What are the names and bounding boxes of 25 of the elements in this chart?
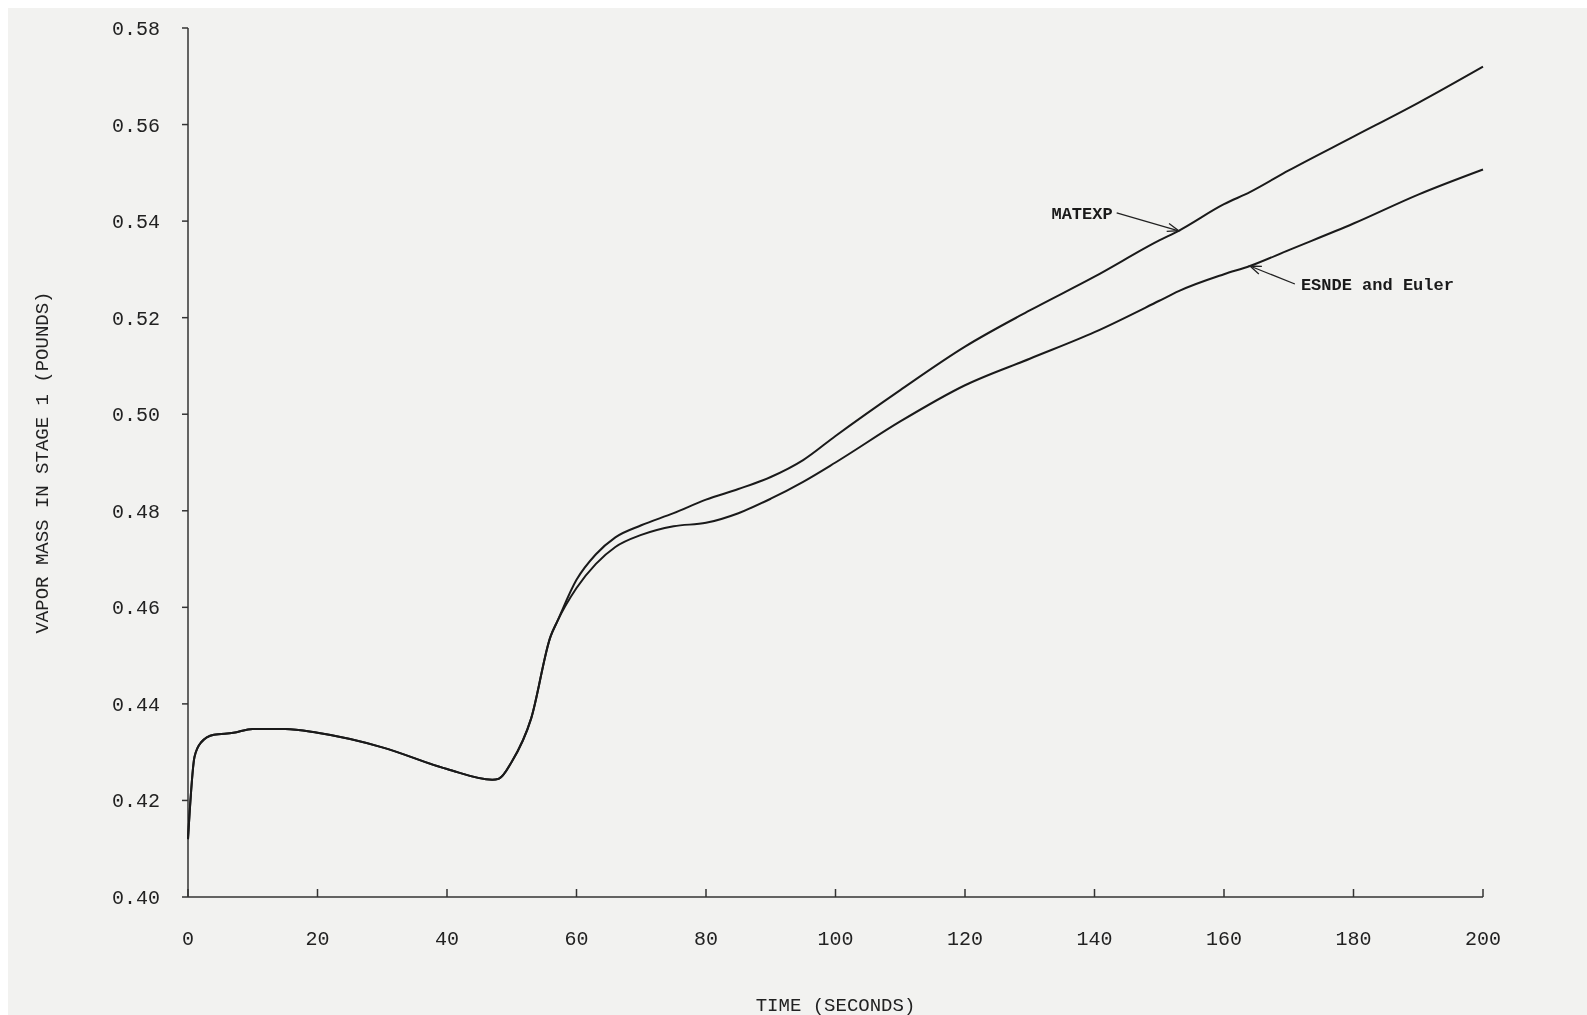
y-tick-label: 0.40	[111, 887, 160, 910]
y-tick-label: 0.52	[111, 307, 160, 331]
y-tick-label: 0.54	[111, 211, 160, 235]
x-tick-label: 80	[693, 928, 719, 951]
x-tick-label: 100	[817, 928, 854, 951]
y-tick-label: 0.44	[111, 693, 160, 717]
x-tick-label: 40	[434, 928, 460, 951]
y-tick-label: 0.58	[111, 18, 160, 41]
x-tick-label: 60	[564, 928, 589, 951]
legend-label: ESNDE and Euler	[1300, 276, 1454, 296]
x-axis-title: TIME (SECONDS)	[755, 995, 916, 1015]
x-tick-label: 160	[1205, 928, 1243, 951]
x-tick-label: 200	[1464, 928, 1502, 951]
x-tick-label: 180	[1335, 928, 1372, 951]
x-tick-label: 120	[946, 928, 984, 951]
y-tick-label: 0.56	[111, 114, 160, 138]
x-tick-label: 0	[181, 928, 195, 951]
x-tick-label: 140	[1076, 928, 1113, 951]
y-tick-label: 0.50	[111, 404, 160, 428]
text: MATEXP	[1051, 204, 1113, 224]
x-tick-label: 20	[305, 928, 330, 951]
y-axis-title: VAPOR MASS IN STAGE 1 (POUNDS)	[32, 291, 54, 634]
y-tick-label: 0.42	[111, 790, 160, 814]
y-tick-label: 0.46	[111, 597, 160, 621]
y-tick-label: 0.48	[111, 500, 160, 524]
